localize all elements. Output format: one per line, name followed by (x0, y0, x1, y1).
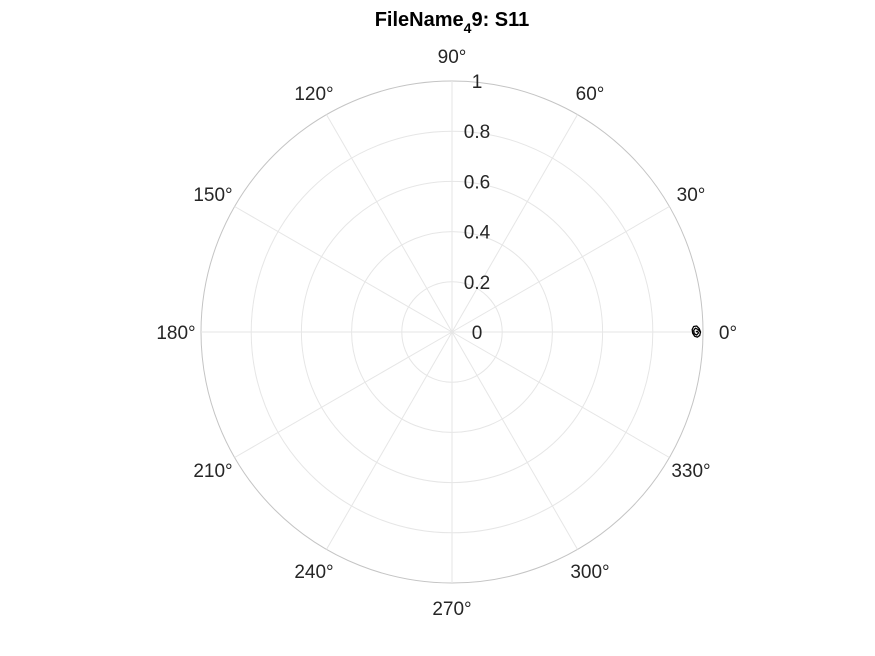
chart-title: FileName49: S11 (375, 9, 530, 36)
chart-title-prefix: FileName (375, 9, 464, 31)
theta-tick-label: 90° (438, 47, 467, 68)
theta-grid-line (234, 206, 453, 333)
theta-tick-label: 30° (677, 185, 706, 206)
theta-grid-line (234, 331, 453, 458)
r-tick-label: 0 (472, 323, 483, 344)
theta-tick-label: 240° (294, 562, 333, 583)
theta-tick-label: 150° (193, 185, 232, 206)
theta-grid-line (451, 114, 578, 333)
r-tick-label: 1 (472, 72, 483, 93)
tick-labels: 0° 30° 60° 90° 120° 150° 180° 210° 240° 270° 300° 3… (156, 47, 737, 620)
chart-title-subscript: 4 (464, 20, 472, 36)
theta-tick-label: 60° (576, 84, 605, 105)
r-tick-label: 0.4 (464, 223, 491, 244)
theta-tick-label: 0° (719, 323, 737, 344)
theta-tick-label: 300° (570, 562, 609, 583)
theta-tick-label: 330° (671, 461, 710, 482)
r-tick-label: 0.8 (464, 122, 490, 143)
s11-trace (691, 325, 702, 338)
r-tick-label: 0.2 (464, 273, 490, 294)
theta-grid-line (451, 331, 578, 550)
theta-grid-line (326, 114, 453, 333)
theta-grid-line (326, 331, 453, 550)
theta-tick-label: 180° (156, 323, 195, 344)
theta-grid-line (451, 331, 670, 458)
series-layer (691, 325, 702, 338)
theta-tick-label: 210° (193, 461, 232, 482)
polar-grid (200, 80, 704, 584)
theta-tick-label: 120° (294, 84, 333, 105)
theta-grid-line (451, 206, 670, 333)
chart-title-suffix: 9: S11 (471, 9, 529, 31)
theta-tick-label: 270° (432, 599, 471, 620)
r-tick-label: 0.6 (464, 172, 490, 193)
